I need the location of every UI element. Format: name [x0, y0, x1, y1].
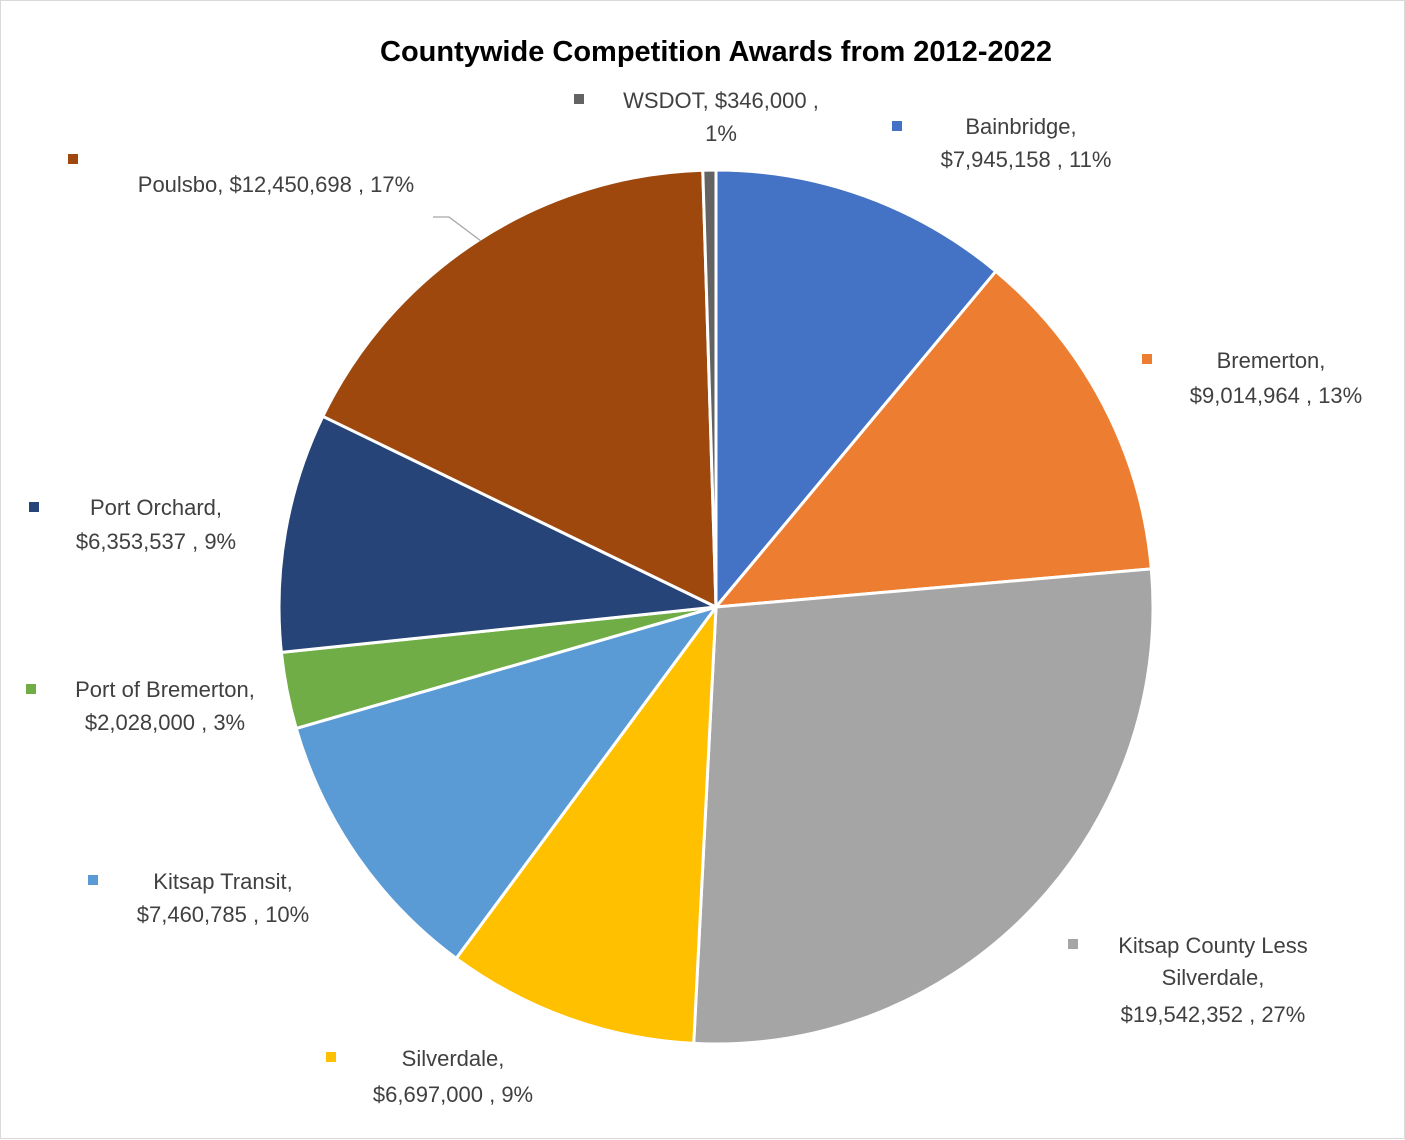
label-name: Kitsap County Less — [1118, 933, 1308, 958]
label-marker-bremerton — [1142, 354, 1152, 364]
label-marker-wsdot — [574, 94, 584, 104]
data-labels: Bainbridge, $7,945,158 , 11% Bremerton, $9,… — [26, 88, 1362, 1107]
label-value: $7,460,785 , 10% — [137, 902, 309, 927]
data-label-kitsap-county-less-silverdale: Kitsap County Less Silverdale, $19,542,352… — [1068, 933, 1308, 1027]
data-label-poulsbo: Poulsbo, $12,450,698 , 17% — [68, 154, 414, 197]
label-marker-kitsap-county-less-silverdale — [1068, 939, 1078, 949]
poulsbo-leader-line — [433, 216, 482, 242]
pie-slice-silverdale — [454, 605, 718, 1045]
label-percent: 1% — [705, 121, 737, 146]
pie-slice-kitsap-county-less-silverdale — [692, 567, 1155, 1046]
label-value: $9,014,964 , 13% — [1190, 383, 1362, 408]
label-marker-port-of-bremerton — [26, 684, 36, 694]
pie-slice-port-orchard — [277, 414, 718, 654]
label-marker-bainbridge — [892, 121, 902, 131]
label-name: Bainbridge, — [965, 114, 1076, 139]
data-label-wsdot: WSDOT, $346,000 , 1% — [574, 88, 819, 146]
label-value: $2,028,000 , 3% — [85, 710, 245, 735]
label-marker-poulsbo — [68, 154, 78, 164]
pie-slice-wsdot — [701, 168, 718, 609]
data-label-kitsap-transit: Kitsap Transit, $7,460,785 , 10% — [88, 869, 309, 927]
data-label-silverdale: Silverdale, $6,697,000 , 9% — [326, 1046, 533, 1107]
pie-slice-kitsap-transit — [294, 605, 718, 960]
label-value: $19,542,352 , 27% — [1121, 1002, 1306, 1027]
pie-slice-bremerton — [714, 269, 1153, 609]
label-marker-port-orchard — [29, 502, 39, 512]
data-label-port-of-bremerton: Port of Bremerton, $2,028,000 , 3% — [26, 677, 255, 735]
pie-slices — [277, 168, 1155, 1046]
label-name: Silverdale, — [1162, 965, 1265, 990]
label-name: Bremerton, — [1217, 348, 1326, 373]
label-name: Port of Bremerton, — [75, 677, 255, 702]
label-name: Silverdale, — [402, 1046, 505, 1071]
label-name: Kitsap Transit, — [153, 869, 292, 894]
label-name-value: WSDOT, $346,000 , — [623, 88, 819, 113]
data-label-port-orchard: Port Orchard, $6,353,537 , 9% — [29, 495, 236, 554]
label-name: Port Orchard, — [90, 495, 222, 520]
chart-title: Countywide Competition Awards from 2012-… — [380, 36, 1052, 68]
data-label-bainbridge: Bainbridge, $7,945,158 , 11% — [892, 114, 1111, 172]
label-marker-kitsap-transit — [88, 875, 98, 885]
pie-slice-poulsbo — [321, 168, 718, 609]
pie-slice-bainbridge — [714, 168, 998, 609]
label-value: $7,945,158 , 11% — [941, 147, 1112, 172]
label-value: $6,353,537 , 9% — [76, 529, 236, 554]
label-marker-silverdale — [326, 1052, 336, 1062]
data-label-bremerton: Bremerton, $9,014,964 , 13% — [1142, 348, 1362, 408]
label-name-value: Poulsbo, $12,450,698 , 17% — [138, 172, 414, 197]
label-value: $6,697,000 , 9% — [373, 1082, 533, 1107]
